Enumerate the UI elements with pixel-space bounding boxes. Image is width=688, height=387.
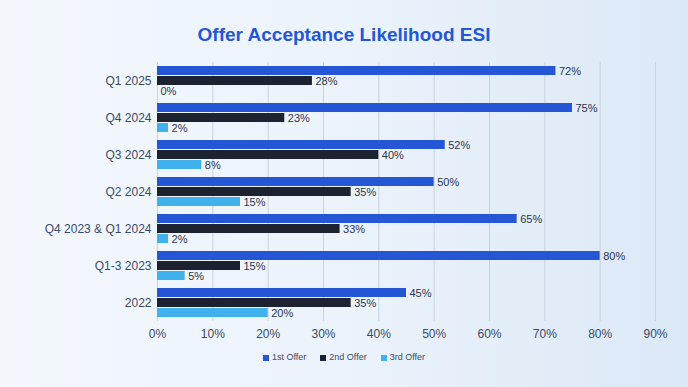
svg-text:Q2 2024: Q2 2024 <box>105 185 151 199</box>
html-text:2nd Offer: 2nd Offer <box>329 352 367 362</box>
html-text:Offer Acceptance Likelihood ES: Offer Acceptance Likelihood ESI <box>197 24 491 45</box>
svg-text:2%: 2% <box>172 122 188 134</box>
svg-text:80%: 80% <box>588 327 612 341</box>
svg-text:90%: 90% <box>643 327 667 341</box>
svg-text:Q3 2024: Q3 2024 <box>105 148 151 162</box>
svg-text:35%: 35% <box>354 186 376 198</box>
svg-text:23%: 23% <box>288 112 310 124</box>
svg-text:20%: 20% <box>256 327 280 341</box>
svg-text:30%: 30% <box>311 327 335 341</box>
svg-text:35%: 35% <box>354 297 376 309</box>
svg-text:Q1-3 2023: Q1-3 2023 <box>95 259 152 273</box>
svg-text:50%: 50% <box>437 176 459 188</box>
svg-text:52%: 52% <box>448 139 470 151</box>
svg-text:0%: 0% <box>149 327 167 341</box>
svg-text:45%: 45% <box>410 287 432 299</box>
svg-text:72%: 72% <box>559 65 581 77</box>
svg-text:40%: 40% <box>367 327 391 341</box>
svg-text:15%: 15% <box>244 196 266 208</box>
svg-text:0%: 0% <box>161 85 177 97</box>
svg-text:75%: 75% <box>576 102 598 114</box>
svg-text:50%: 50% <box>422 327 446 341</box>
html-text:3rd Offer: 3rd Offer <box>389 352 425 362</box>
svg-text:65%: 65% <box>520 213 542 225</box>
svg-text:Q4 2023 & Q1 2024: Q4 2023 & Q1 2024 <box>45 222 152 236</box>
html-text:1st Offer: 1st Offer <box>272 352 307 362</box>
svg-text:80%: 80% <box>603 250 625 262</box>
svg-text:60%: 60% <box>477 327 501 341</box>
svg-text:Q4 2024: Q4 2024 <box>105 111 151 125</box>
svg-text:40%: 40% <box>382 149 404 161</box>
svg-text:10%: 10% <box>201 327 225 341</box>
svg-text:Q1 2025: Q1 2025 <box>105 74 151 88</box>
svg-text:2%: 2% <box>172 233 188 245</box>
svg-text:2022: 2022 <box>125 296 152 310</box>
svg-text:8%: 8% <box>205 159 221 171</box>
svg-text:20%: 20% <box>271 307 293 319</box>
svg-text:15%: 15% <box>244 260 266 272</box>
svg-text:70%: 70% <box>533 327 557 341</box>
svg-text:28%: 28% <box>315 75 337 87</box>
svg-text:5%: 5% <box>188 270 204 282</box>
svg-text:33%: 33% <box>343 223 365 235</box>
